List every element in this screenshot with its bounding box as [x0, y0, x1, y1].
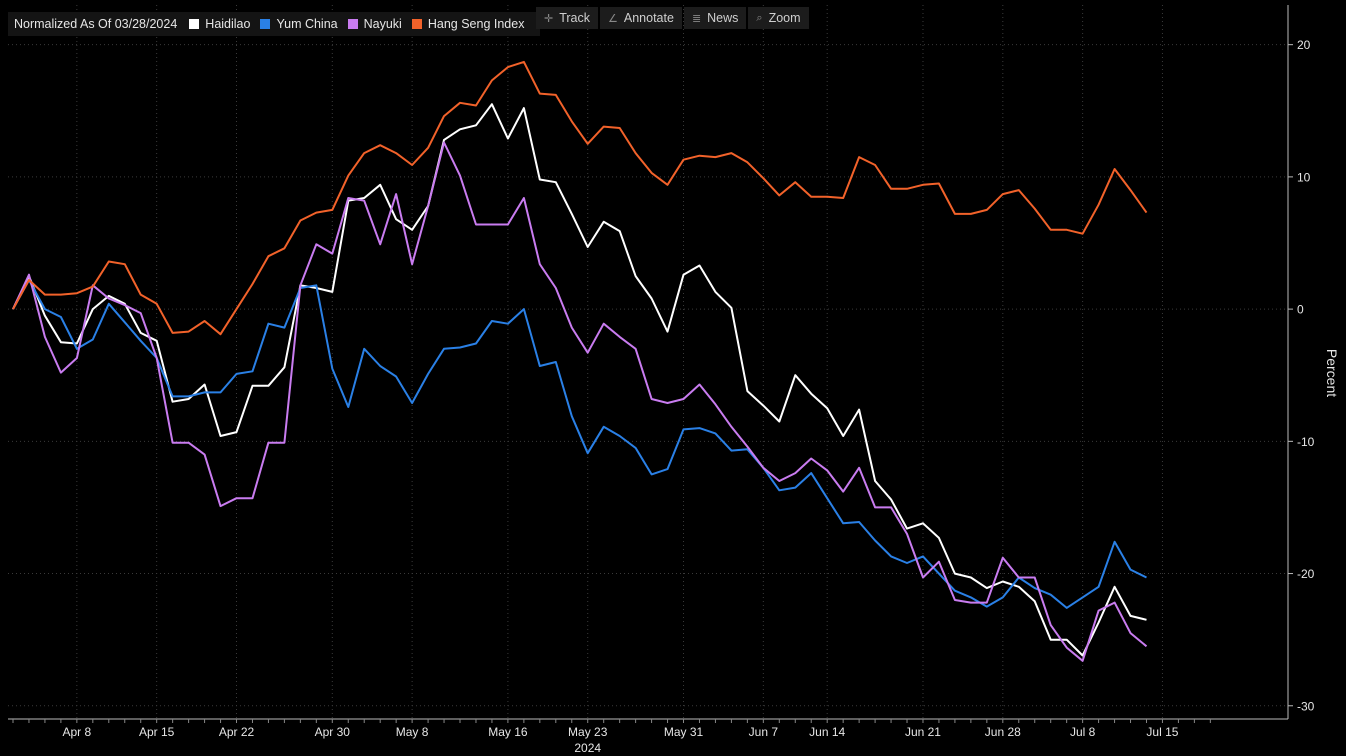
annotate-label: Annotate [623, 11, 674, 25]
series-lines [12, 60, 1148, 662]
y-tick-label: -20 [1297, 567, 1315, 581]
legend: Normalized As Of 03/28/2024 Haidilao Yum… [8, 12, 541, 36]
x-tick-label: May 8 [396, 725, 429, 739]
legend-label: Yum China [276, 17, 338, 31]
legend-item-yum-china[interactable]: Yum China [260, 17, 338, 31]
x-tick-label: Apr 30 [315, 725, 351, 739]
news-label: News [707, 11, 739, 25]
y-tick-label: -30 [1297, 699, 1315, 713]
series-line-nayuki [12, 141, 1148, 662]
legend-swatch [260, 19, 271, 29]
x-tick-label: May 16 [488, 725, 528, 739]
x-tick-label: Jun 28 [985, 725, 1021, 739]
zoom-label: Zoom [768, 11, 801, 25]
legend-label: Nayuki [363, 17, 402, 31]
legend-item-nayuki[interactable]: Nayuki [347, 17, 402, 31]
series-line-yum-china [12, 279, 1147, 609]
grid [8, 5, 1288, 719]
x-tick-label: Jul 15 [1146, 725, 1178, 739]
x-tick-label: Apr 15 [139, 725, 175, 739]
legend-swatch [347, 19, 358, 29]
y-tick-label: 0 [1297, 303, 1304, 317]
news-button[interactable]: ≣ News [683, 7, 747, 29]
chart-title: Normalized As Of 03/28/2024 [14, 17, 178, 31]
track-button[interactable]: ✛ Track [536, 7, 599, 29]
legend-swatch [411, 19, 422, 29]
y-tick-label: 20 [1297, 38, 1311, 52]
legend-label: Haidilao [205, 17, 251, 31]
x-axis-label: 2024 [574, 741, 601, 755]
legend-item-haidilao[interactable]: Haidilao [189, 17, 250, 31]
chart-toolbar: ✛ Track ∠ Annotate ≣ News ⌕ Zoom [536, 7, 809, 29]
series-line-hang-seng-index [12, 60, 1148, 336]
x-tick-label: Jun 14 [809, 725, 845, 739]
x-tick-label: Jun 7 [749, 725, 779, 739]
news-icon: ≣ [691, 12, 702, 25]
series-line-haidilao [12, 103, 1147, 657]
y-tick-label: 10 [1297, 170, 1311, 184]
x-tick-label: Jun 21 [905, 725, 941, 739]
y-tick-label: -10 [1297, 435, 1315, 449]
magnifier-icon: ⌕ [756, 11, 763, 24]
x-tick-label: Apr 8 [63, 725, 92, 739]
pencil-icon: ∠ [608, 12, 618, 25]
annotate-button[interactable]: ∠ Annotate [600, 7, 682, 29]
x-tick-label: Jul 8 [1070, 725, 1096, 739]
axes: 20 10 0 -10 -20 -30 Apr 8 Apr 15 Apr 22 Apr 30 May… [8, 5, 1315, 755]
y-axis-label: Percent [1324, 348, 1340, 398]
legend-label: Hang Seng Index [427, 17, 525, 31]
x-tick-label: Apr 22 [219, 725, 255, 739]
legend-swatch [189, 19, 200, 29]
zoom-button[interactable]: ⌕ Zoom [748, 7, 809, 29]
track-label: Track [559, 11, 591, 25]
crosshair-icon: ✛ [544, 12, 554, 25]
x-tick-label: May 23 [568, 725, 608, 739]
legend-item-hang-seng-index[interactable]: Hang Seng Index [411, 17, 525, 31]
x-tick-label: May 31 [664, 725, 704, 739]
